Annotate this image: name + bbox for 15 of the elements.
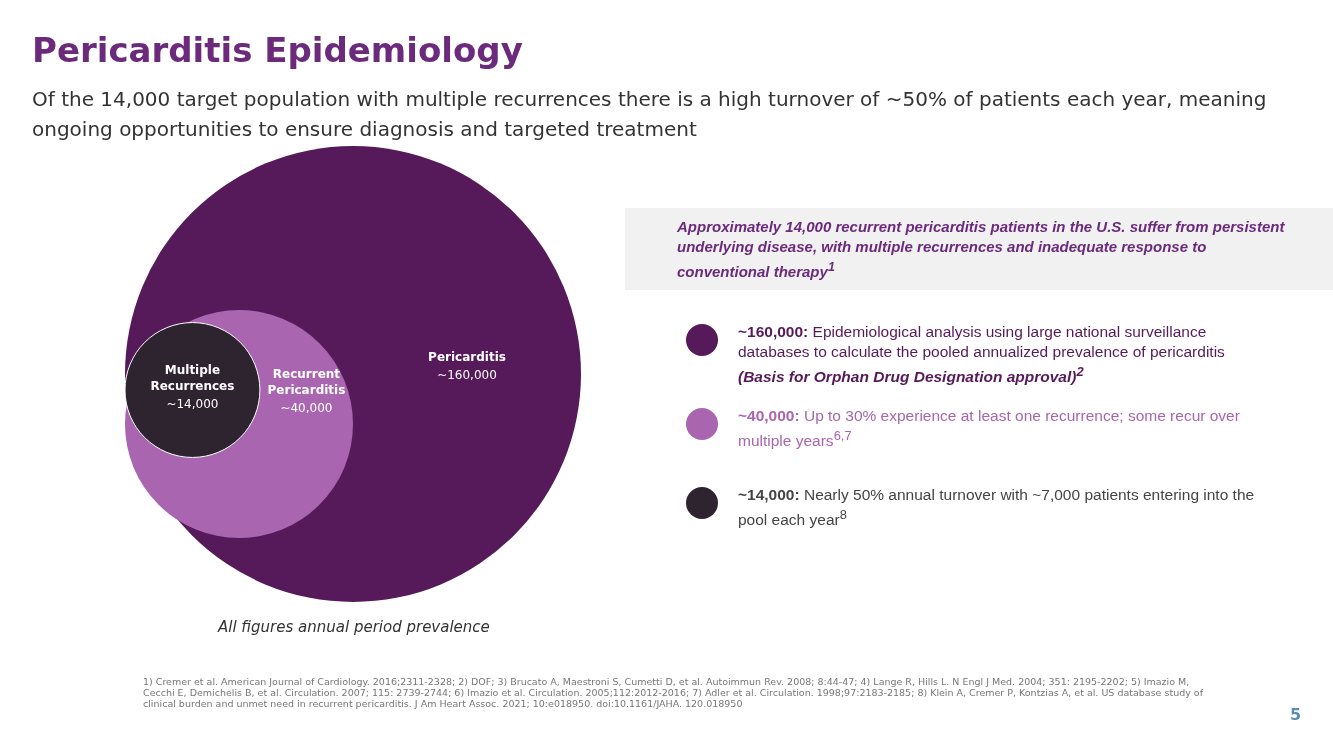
text: Pericarditis Epidemiology	[32, 30, 523, 70]
category-label: Pericarditis	[428, 350, 506, 364]
text: All figures annual period prevalence	[218, 618, 490, 636]
data-label: ~14,000	[166, 397, 219, 411]
data-label: ~40,000	[280, 401, 333, 415]
text: Of the 14,000 target population with multiple recurrences there is a high turnover of ~50% of patients each year, meaning ongoing opportunities to ensure diagnosis and targeted treatment	[32, 86, 1268, 143]
category-label: Multiple Recurrences	[150, 363, 235, 393]
text: ~160,000: Epidemiological analysis using large national surveillance databases to calculate the pooled annualized prevalence of pericarditis (Basis for Orphan Drug Designation approval)$^{2}$	[738, 323, 1225, 386]
text: 5	[1290, 705, 1302, 724]
text: ~40,000: Up to 30% experience at least one recurrence; some recur over multiple years$^{6,7}$	[738, 407, 1240, 450]
category-label: Recurrent Pericarditis	[267, 367, 346, 397]
data-label: ~160,000	[437, 368, 497, 382]
text: Approximately 14,000 recurrent pericarditis patients in the U.S. suffer from persistent underlying disease, with multiple recurrences and inadequate response to conventional therapy$^{1}$	[677, 218, 1285, 280]
text: 1) Cremer et al. American Journal of Cardiology. 2016;2311-2328; 2) DOF; 3) Brucato A, Maestroni S, Cumetti D, et al. Autoimmun Rev. 2008; 8:44-47; 4) Lange R, Hills L. N Engl J Med. 2004; 351: 2195-2202; 5) Imazio M, Cecchi E, Demichelis B, et al. Circulation. 2007; 115: 2739-2744; 6) Imazio et al. Circulation. 2005;112:2012-2016; 7) Adler et al. Circulation. 1998;97:2183-2185; 8) Klein A, Cremer P, Kontzias A, et al. US database study of clinical burden and unmet need in recurrent pericarditis. J Am Heart Assoc. 2021; 10:e018950. doi:10.1161/JAHA. 120.018950	[143, 676, 1204, 709]
text: ~14,000: Nearly 50% annual turnover with ~7,000 patients entering into the pool each year$^{8}$	[738, 486, 1255, 529]
